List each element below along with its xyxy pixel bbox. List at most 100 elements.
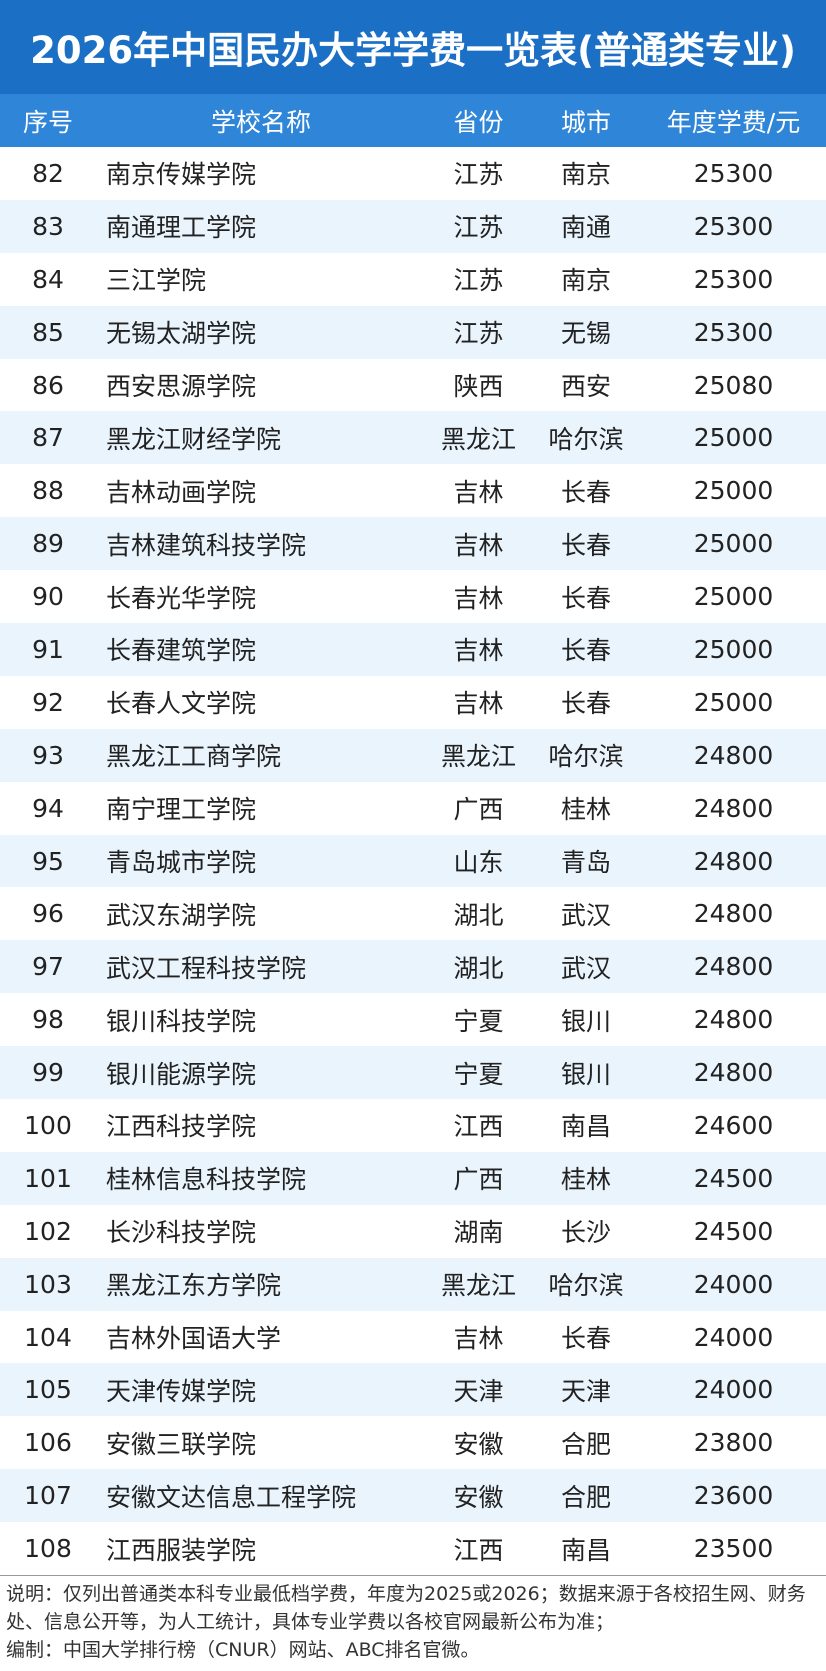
rank: 106 bbox=[24, 1428, 72, 1458]
school: 黑龙江东方学院 bbox=[106, 1271, 282, 1301]
school: 西安思源学院 bbox=[106, 372, 257, 401]
table-row: 86 西安思源学院 陕西 西安 25080 bbox=[0, 359, 826, 412]
table-row: 93 黑龙江工商学院 黑龙江 哈尔滨 24800 bbox=[0, 728, 826, 782]
fee: 25000 bbox=[693, 423, 774, 453]
province: 江苏 bbox=[453, 266, 504, 296]
rank: 89 bbox=[32, 529, 64, 559]
school: 长沙科技学院 bbox=[106, 1218, 257, 1248]
city: 长春 bbox=[560, 689, 611, 719]
city: 合肥 bbox=[560, 1482, 611, 1512]
fee: 24800 bbox=[693, 899, 774, 929]
column-header: 城市 bbox=[560, 107, 611, 137]
table-row: 108 江西服装学院 江西 南昌 23500 bbox=[0, 1522, 826, 1575]
school: 南京传媒学院 bbox=[106, 160, 257, 190]
city: 无锡 bbox=[560, 319, 611, 349]
title: 2026年中国民办大学学费一览表(普通类专业) bbox=[0, 0, 826, 94]
school: 桂林信息科技学院 bbox=[106, 1165, 307, 1195]
city: 南京 bbox=[560, 266, 611, 296]
province: 江苏 bbox=[453, 213, 504, 243]
table-row: 92 长春人文学院 吉林 长春 25000 bbox=[0, 676, 826, 729]
school: 天津传媒学院 bbox=[106, 1376, 257, 1406]
rank: 90 bbox=[32, 582, 64, 612]
city: 合肥 bbox=[560, 1429, 611, 1459]
school: 江西服装学院 bbox=[106, 1535, 257, 1565]
table-row: 102 长沙科技学院 湖南 长沙 24500 bbox=[0, 1205, 826, 1258]
city: 南通 bbox=[560, 213, 611, 243]
fee: 25000 bbox=[693, 687, 774, 717]
fee: 24000 bbox=[693, 1322, 774, 1352]
rank: 103 bbox=[24, 1269, 72, 1299]
school: 安徽文达信息工程学院 bbox=[106, 1482, 357, 1512]
province: 江苏 bbox=[453, 319, 504, 349]
table-row: 101 桂林信息科技学院 广西 桂林 24500 bbox=[0, 1151, 826, 1205]
rank: 88 bbox=[32, 476, 64, 506]
city: 长春 bbox=[560, 636, 611, 666]
city: 南京 bbox=[560, 160, 611, 190]
province: 湖北 bbox=[453, 953, 504, 983]
fee: 24800 bbox=[693, 952, 774, 982]
fee: 25300 bbox=[693, 264, 774, 294]
fee: 24800 bbox=[693, 1005, 774, 1035]
province: 吉林 bbox=[453, 689, 504, 719]
province: 吉林 bbox=[453, 583, 504, 613]
table-row: 105 天津传媒学院 天津 天津 24000 bbox=[0, 1363, 826, 1417]
city: 银川 bbox=[560, 1006, 611, 1036]
city: 武汉 bbox=[560, 953, 611, 983]
fee: 24800 bbox=[693, 1058, 774, 1088]
city: 哈尔滨 bbox=[548, 1271, 624, 1301]
city: 青岛 bbox=[560, 848, 611, 878]
city: 西安 bbox=[560, 372, 611, 401]
province: 宁夏 bbox=[453, 1006, 504, 1036]
rank: 96 bbox=[32, 899, 64, 929]
table-row: 107 安徽文达信息工程学院 安徽 合肥 23600 bbox=[0, 1469, 826, 1523]
province: 宁夏 bbox=[453, 1059, 504, 1089]
school: 南通理工学院 bbox=[106, 213, 257, 243]
fee: 25080 bbox=[693, 370, 774, 400]
province: 吉林 bbox=[453, 530, 504, 560]
province: 黑龙江 bbox=[440, 1271, 516, 1301]
table-row: 99 银川能源学院 宁夏 银川 24800 bbox=[0, 1046, 826, 1100]
table-row: 104 吉林外国语大学 吉林 长春 24000 bbox=[0, 1311, 826, 1364]
province: 黑龙江 bbox=[440, 742, 516, 772]
rank: 92 bbox=[32, 687, 64, 717]
province: 吉林 bbox=[453, 1324, 504, 1354]
school: 银川科技学院 bbox=[106, 1006, 257, 1036]
city: 长春 bbox=[560, 530, 611, 560]
rank: 99 bbox=[32, 1058, 64, 1088]
city: 哈尔滨 bbox=[548, 742, 624, 772]
province: 黑龙江 bbox=[440, 424, 516, 454]
school: 吉林建筑科技学院 bbox=[106, 530, 307, 560]
table-row: 88 吉林动画学院 吉林 长春 25000 bbox=[0, 464, 826, 517]
province: 山东 bbox=[453, 848, 504, 878]
province: 湖南 bbox=[453, 1218, 504, 1248]
table-row: 96 武汉东湖学院 湖北 武汉 24800 bbox=[0, 887, 826, 940]
fee: 24500 bbox=[693, 1163, 774, 1193]
table-row: 98 银川科技学院 宁夏 银川 24800 bbox=[0, 993, 826, 1046]
fee: 24000 bbox=[693, 1375, 774, 1405]
school: 三江学院 bbox=[106, 266, 207, 296]
city: 长春 bbox=[560, 583, 611, 613]
rank: 94 bbox=[32, 793, 64, 823]
city: 哈尔滨 bbox=[548, 424, 624, 454]
table-row: 94 南宁理工学院 广西 桂林 24800 bbox=[0, 782, 826, 835]
header-row: 序号 学校名称 省份 城市 年度学费/元 bbox=[0, 94, 826, 147]
city: 银川 bbox=[560, 1059, 611, 1089]
fee: 24800 bbox=[693, 740, 774, 770]
fee: 24800 bbox=[693, 793, 774, 823]
school: 青岛城市学院 bbox=[106, 848, 257, 878]
rank: 93 bbox=[32, 740, 64, 770]
rank: 95 bbox=[32, 846, 64, 876]
table-row: 82 南京传媒学院 江苏 南京 25300 bbox=[0, 147, 826, 200]
column-header: 学校名称 bbox=[210, 107, 311, 137]
province: 江苏 bbox=[453, 160, 504, 190]
province: 湖北 bbox=[453, 900, 504, 930]
city: 武汉 bbox=[560, 900, 611, 930]
fee: 25300 bbox=[693, 211, 774, 241]
school: 银川能源学院 bbox=[106, 1059, 257, 1089]
province: 江西 bbox=[453, 1112, 504, 1142]
school: 长春光华学院 bbox=[106, 583, 257, 613]
school: 江西科技学院 bbox=[106, 1112, 257, 1142]
rank: 91 bbox=[32, 634, 64, 664]
fee: 25000 bbox=[693, 476, 774, 506]
city: 长春 bbox=[560, 477, 611, 507]
